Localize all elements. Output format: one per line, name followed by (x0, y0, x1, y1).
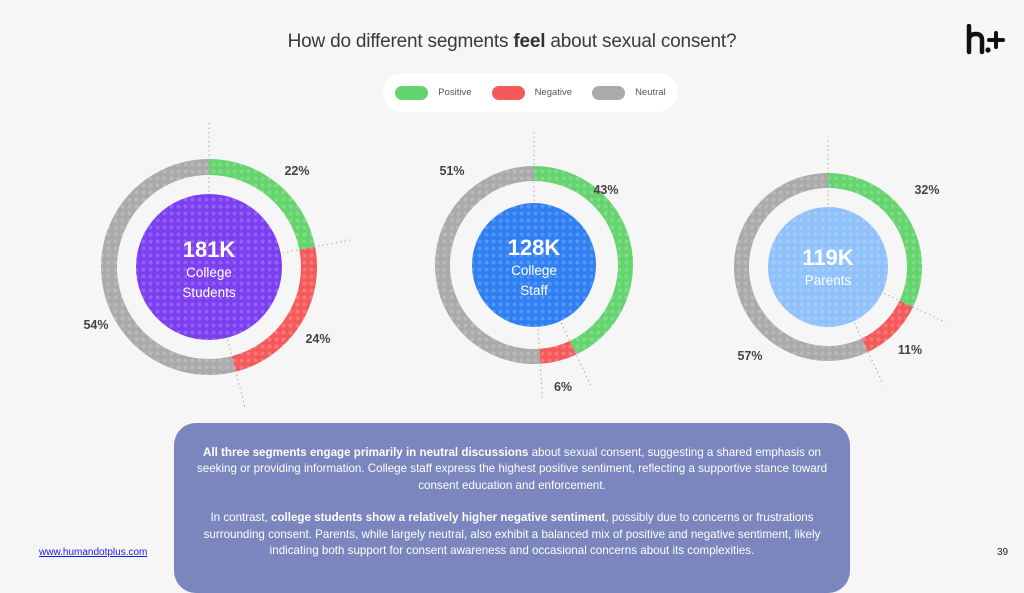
legend-swatch-positive (395, 85, 429, 100)
summary-text: In contrast, (210, 511, 272, 525)
legend-swatch-neutral (592, 85, 626, 100)
title-text: How do different segments (287, 31, 514, 52)
center-texture (472, 203, 596, 327)
donut-charts: 181K College Students 22% 24% 54% 128K College S… (83, 123, 946, 407)
summary-emphasis: All three segments engage primarily in n… (203, 446, 529, 459)
summary-emphasis: college students show a relatively highe… (271, 511, 606, 525)
summary-text: , possibly due to concerns or frustratio… (203, 511, 821, 558)
legend-swatch-negative (491, 85, 525, 100)
title-emphasis: feel (513, 31, 546, 52)
segment-texture (734, 173, 869, 362)
legend-label: Negative (534, 87, 573, 98)
legend-item-neutral: Neutral (592, 85, 666, 100)
segment-name: College (511, 263, 557, 278)
donut-college-students: 181K College Students 22% 24% 54% (83, 123, 351, 407)
guide-line (537, 328, 543, 400)
guide-line (282, 239, 351, 254)
pct-label-neutral: 54% (83, 318, 108, 332)
h-plus-logo-icon (966, 24, 1005, 55)
segment-total: 128K (508, 235, 561, 260)
segment-texture (828, 173, 922, 308)
pct-label-neutral: 57% (737, 349, 762, 363)
legend-item-positive: Positive (395, 85, 472, 100)
pct-label-positive: 22% (284, 164, 309, 178)
legend-label: Positive (438, 87, 472, 98)
pct-label-positive: 32% (914, 183, 939, 197)
pct-label-neutral: 51% (439, 164, 464, 178)
legend-item-negative: Negative (491, 85, 573, 100)
segment-total: 119K (802, 245, 853, 270)
summary-paragraph-2: In contrast, college students show a rel… (192, 510, 832, 559)
title-text-end: about sexual consent? (545, 31, 737, 52)
center-texture (768, 207, 888, 327)
segment-texture (209, 159, 316, 250)
pct-label-positive: 43% (593, 183, 618, 197)
guide-line (227, 339, 246, 407)
pct-label-negative: 24% (305, 332, 330, 346)
segment-texture (861, 300, 914, 353)
segment-texture (534, 166, 634, 355)
summary-text: about sexual consent, suggesting a share… (196, 446, 828, 492)
segment-name: Parents (805, 273, 852, 288)
summary-box: All three segments engage primarily in n… (174, 423, 850, 593)
legend-label: Neutral (635, 87, 666, 98)
segment-texture (434, 165, 541, 365)
pct-label-negative: 11% (898, 343, 922, 357)
donut-parents: 119K Parents 32% 11% 57% (734, 137, 946, 385)
website-link[interactable]: www.humandotplus.com (39, 547, 148, 558)
pct-label-negative: 6% (554, 380, 572, 394)
center-texture (136, 194, 282, 340)
segment-name: Students (182, 285, 236, 300)
guide-line (560, 322, 592, 388)
segment-name: Staff (520, 283, 548, 298)
donut-college-staff: 128K College Staff 43% 6% 51% (434, 130, 634, 400)
segment-total: 181K (183, 237, 236, 262)
chart-legend: Positive Negative Neutral (383, 73, 678, 112)
page-number: 39 (997, 547, 1009, 558)
segment-texture (231, 246, 318, 372)
segment-texture (539, 341, 577, 364)
page-title: How do different segments feel about sex… (0, 31, 1024, 53)
summary-paragraph-1: All three segments engage primarily in n… (192, 445, 832, 494)
segment-name: College (186, 265, 232, 280)
